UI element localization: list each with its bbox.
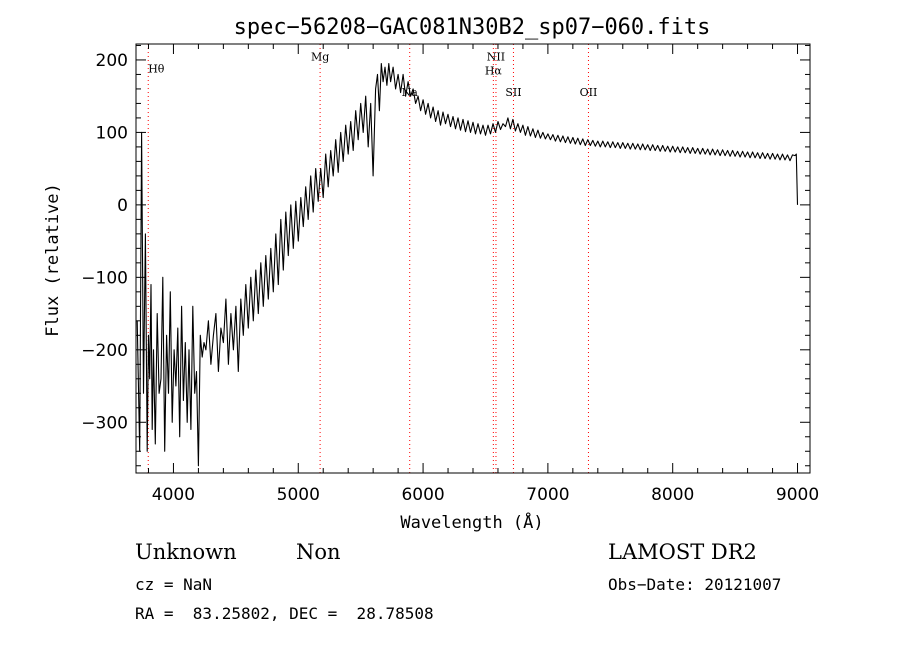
y-tick-label: 100 [96, 123, 128, 143]
y-tick-label: −200 [81, 341, 128, 361]
spectral-line-label: Hθ [148, 62, 165, 75]
y-tick-label: −300 [81, 413, 128, 433]
chart-title: spec−56208−GAC081N30B2_sp07−060.fits [234, 15, 711, 40]
spectral-line-label: Mg [311, 51, 329, 64]
y-tick-label: 0 [117, 196, 128, 216]
y-axis-label: Flux (relative) [43, 183, 63, 337]
object-class: Unknown [135, 540, 237, 564]
redshift-label: cz = NaN [135, 575, 213, 594]
spectral-line-label: SII [505, 86, 521, 99]
y-tick-label: 200 [96, 51, 128, 71]
spectral-line-label: Hα [485, 64, 503, 77]
obs-date-label: Obs−Date: 20121007 [608, 575, 782, 594]
spectrum-line [136, 63, 799, 467]
spectral-line-label: OII [580, 86, 598, 99]
coordinates-label: RA = 83.25802, DEC = 28.78508 [135, 604, 434, 623]
axis-ticks: 4000 5000 6000 7000 8000 9000 −300 −200 −100 0 100… [81, 44, 819, 505]
y-tick-label: −100 [81, 268, 128, 288]
x-tick-label: 8000 [651, 485, 694, 505]
spectral-line-label: NII [487, 51, 505, 64]
object-subclass: Non [296, 540, 341, 564]
x-tick-label: 4000 [152, 485, 195, 505]
x-axis-label: Wavelength (Å) [400, 511, 543, 533]
x-tick-label: 7000 [526, 485, 569, 505]
survey-label: LAMOST DR2 [608, 540, 757, 564]
spectrum-series [136, 63, 799, 467]
x-tick-label: 6000 [401, 485, 444, 505]
x-tick-label: 5000 [277, 485, 320, 505]
x-tick-label: 9000 [776, 485, 819, 505]
plot-frame [135, 43, 811, 474]
